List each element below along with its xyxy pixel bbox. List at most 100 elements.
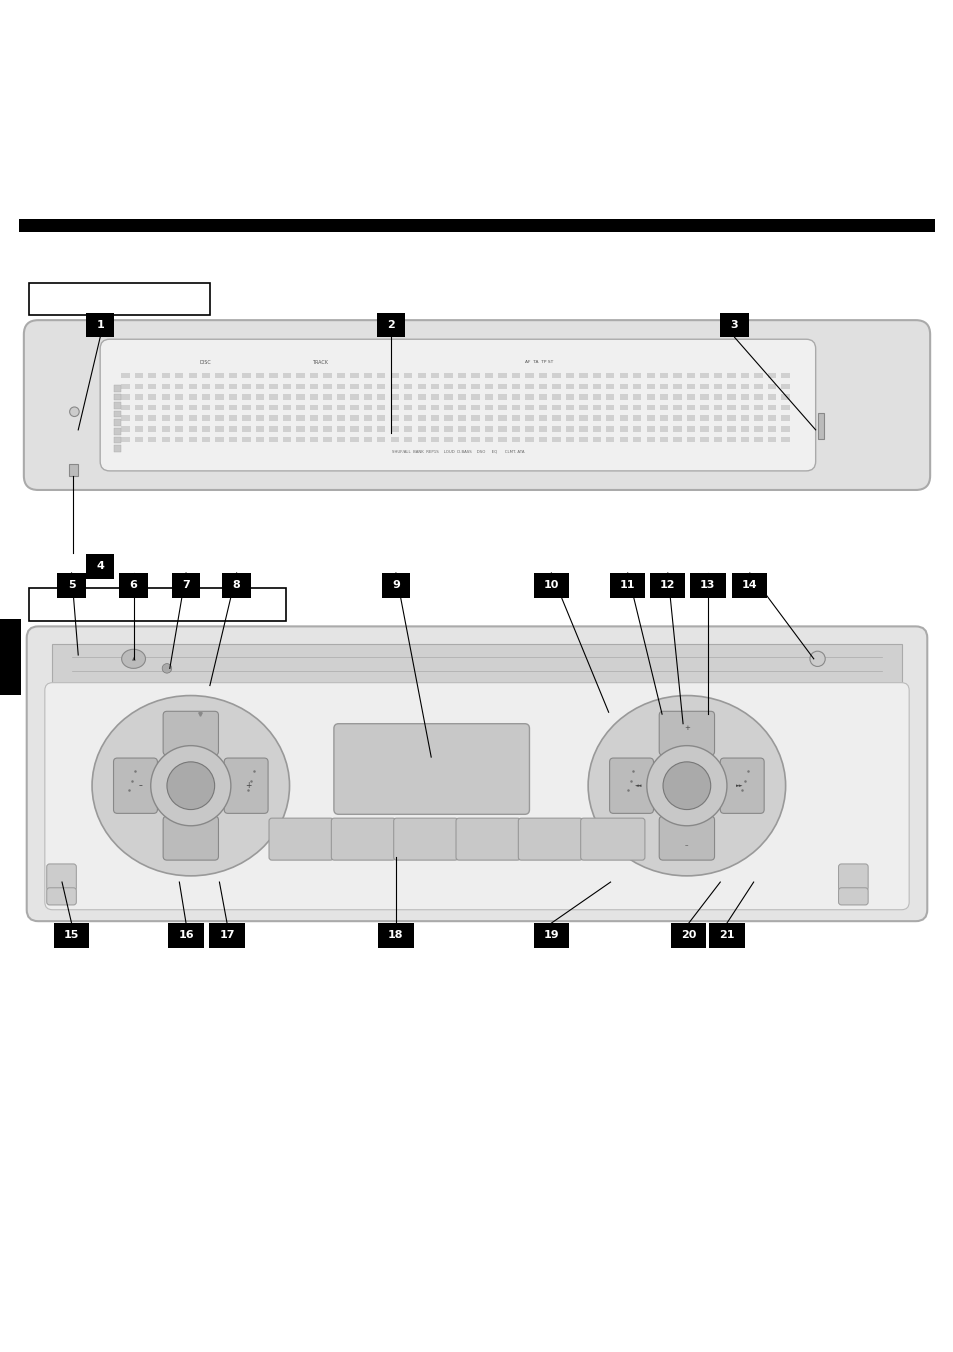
Bar bbox=[404, 415, 412, 420]
Bar bbox=[242, 437, 251, 442]
Bar bbox=[767, 384, 776, 389]
FancyBboxPatch shape bbox=[334, 723, 529, 814]
Bar bbox=[57, 573, 86, 598]
Bar bbox=[296, 384, 304, 389]
Bar bbox=[148, 415, 156, 420]
Text: SHUF/ALL  BANK  REP1S    LOUD  D-BASS    DSO     EQ      CLMT. ATA: SHUF/ALL BANK REP1S LOUD D-BASS DSO EQ C… bbox=[392, 450, 523, 454]
Bar bbox=[363, 437, 372, 442]
Bar bbox=[646, 437, 654, 442]
Bar bbox=[726, 395, 735, 400]
Bar bbox=[229, 395, 237, 400]
Bar bbox=[633, 426, 640, 431]
Circle shape bbox=[646, 746, 726, 826]
Bar bbox=[726, 404, 735, 411]
Bar bbox=[457, 373, 466, 379]
Bar bbox=[686, 426, 695, 431]
Bar bbox=[282, 395, 291, 400]
Bar bbox=[633, 415, 640, 420]
Bar bbox=[565, 384, 574, 389]
Bar bbox=[578, 415, 587, 420]
Bar bbox=[444, 384, 453, 389]
Bar bbox=[781, 395, 789, 400]
Bar bbox=[310, 404, 317, 411]
Bar bbox=[713, 395, 721, 400]
Bar bbox=[336, 373, 345, 379]
Bar bbox=[189, 404, 196, 411]
Bar bbox=[646, 426, 654, 431]
Bar bbox=[296, 395, 304, 400]
Bar bbox=[525, 373, 533, 379]
Bar bbox=[457, 437, 466, 442]
Bar bbox=[215, 384, 224, 389]
Bar bbox=[174, 437, 183, 442]
Bar bbox=[484, 426, 493, 431]
Bar bbox=[417, 373, 425, 379]
Bar bbox=[431, 437, 439, 442]
Bar bbox=[255, 437, 264, 442]
FancyBboxPatch shape bbox=[224, 758, 268, 814]
FancyBboxPatch shape bbox=[659, 817, 714, 860]
Bar bbox=[659, 373, 668, 379]
Bar bbox=[323, 384, 332, 389]
Bar bbox=[390, 395, 398, 400]
Bar bbox=[404, 395, 412, 400]
Bar bbox=[29, 283, 210, 315]
Bar bbox=[538, 395, 546, 400]
Bar bbox=[114, 419, 121, 426]
Bar bbox=[29, 588, 286, 621]
Bar bbox=[255, 373, 264, 379]
Bar bbox=[618, 426, 627, 431]
Bar bbox=[740, 437, 748, 442]
Bar bbox=[148, 384, 156, 389]
Bar bbox=[713, 384, 721, 389]
FancyBboxPatch shape bbox=[269, 818, 333, 860]
Bar bbox=[134, 426, 143, 431]
Bar bbox=[511, 415, 519, 420]
Bar bbox=[646, 384, 654, 389]
Text: 9: 9 bbox=[392, 580, 399, 591]
Bar bbox=[0, 619, 21, 695]
Circle shape bbox=[662, 763, 710, 810]
Bar bbox=[121, 404, 130, 411]
Bar bbox=[114, 393, 121, 400]
Bar bbox=[618, 395, 627, 400]
Bar bbox=[720, 312, 748, 338]
Bar bbox=[323, 373, 332, 379]
Bar bbox=[202, 415, 210, 420]
Bar bbox=[471, 437, 479, 442]
Bar bbox=[726, 415, 735, 420]
Bar bbox=[417, 384, 425, 389]
Bar bbox=[114, 437, 121, 443]
Bar bbox=[229, 384, 237, 389]
Ellipse shape bbox=[587, 695, 785, 876]
Ellipse shape bbox=[91, 695, 290, 876]
Bar bbox=[578, 395, 587, 400]
Bar bbox=[363, 373, 372, 379]
Bar bbox=[525, 437, 533, 442]
Bar bbox=[673, 395, 681, 400]
Bar bbox=[323, 437, 332, 442]
Bar bbox=[444, 426, 453, 431]
Bar bbox=[282, 437, 291, 442]
Bar bbox=[534, 573, 568, 598]
FancyBboxPatch shape bbox=[45, 683, 908, 910]
Bar bbox=[610, 573, 644, 598]
Bar bbox=[114, 445, 121, 452]
Bar bbox=[282, 404, 291, 411]
Bar bbox=[618, 404, 627, 411]
Bar bbox=[86, 312, 114, 338]
Bar bbox=[673, 415, 681, 420]
Bar bbox=[659, 395, 668, 400]
Bar bbox=[709, 923, 743, 948]
Bar bbox=[673, 404, 681, 411]
Bar bbox=[740, 426, 748, 431]
Bar bbox=[121, 426, 130, 431]
Bar bbox=[161, 395, 170, 400]
Bar bbox=[169, 923, 204, 948]
Bar bbox=[646, 415, 654, 420]
Bar bbox=[713, 437, 721, 442]
Bar bbox=[781, 384, 789, 389]
Bar bbox=[215, 404, 224, 411]
Bar bbox=[686, 437, 695, 442]
Bar bbox=[471, 384, 479, 389]
